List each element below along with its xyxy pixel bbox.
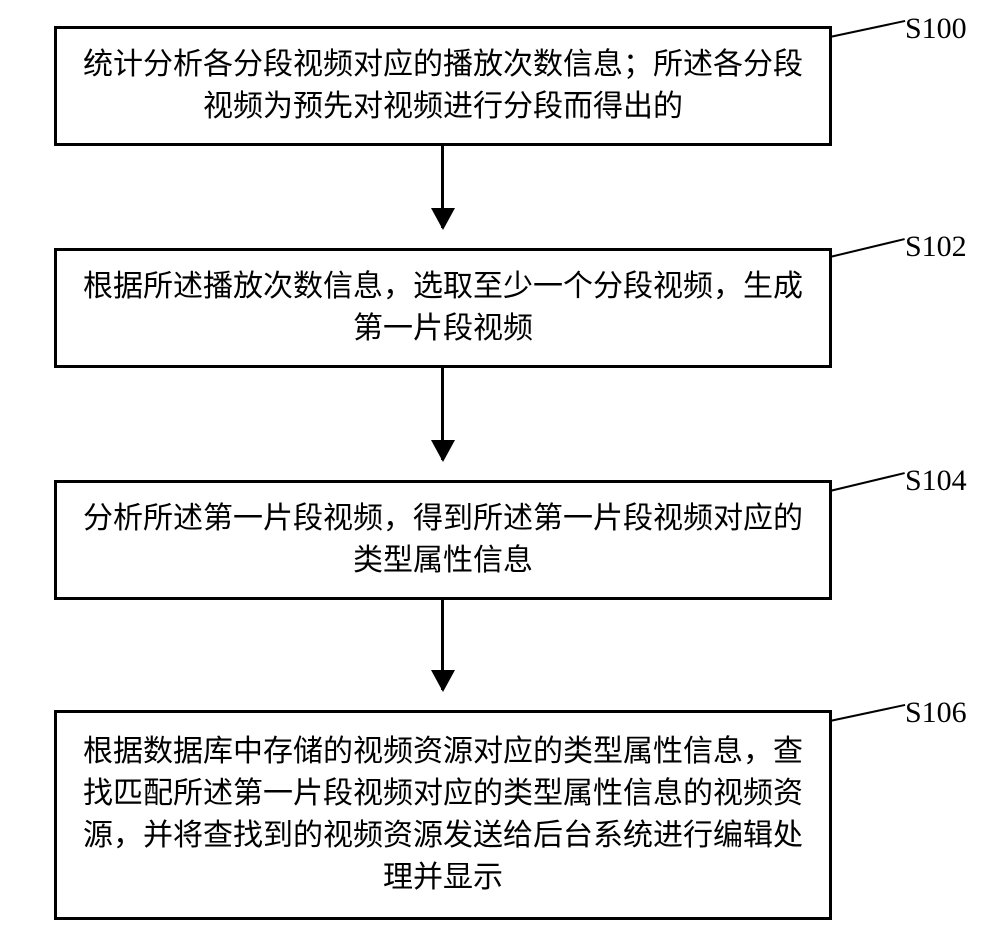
step-label-l104: S104 <box>905 464 967 498</box>
arrow-a3 <box>441 600 444 690</box>
flow-node-n104: 分析所述第一片段视频，得到所述第一片段视频对应的类型属性信息 <box>54 480 832 600</box>
step-label-l102: S102 <box>905 230 967 264</box>
flow-node-text-n104: 分析所述第一片段视频，得到所述第一片段视频对应的类型属性信息 <box>73 498 813 582</box>
leader-line-l102 <box>830 238 905 258</box>
flow-node-text-n100: 统计分析各分段视频对应的播放次数信息；所述各分段视频为预先对视频进行分段而得出的 <box>73 44 813 128</box>
leader-line-l100 <box>830 20 905 38</box>
step-label-l106: S106 <box>905 696 967 730</box>
flow-node-n102: 根据所述播放次数信息，选取至少一个分段视频，生成第一片段视频 <box>54 248 832 368</box>
arrow-a2 <box>441 368 444 460</box>
flowchart-container: 统计分析各分段视频对应的播放次数信息；所述各分段视频为预先对视频进行分段而得出的… <box>0 0 1000 952</box>
flow-node-n106: 根据数据库中存储的视频资源对应的类型属性信息，查找匹配所述第一片段视频对应的类型… <box>54 710 832 920</box>
flow-node-text-n106: 根据数据库中存储的视频资源对应的类型属性信息，查找匹配所述第一片段视频对应的类型… <box>73 731 813 899</box>
step-label-l100: S100 <box>905 12 967 46</box>
arrow-a1 <box>441 146 444 228</box>
leader-line-l106 <box>830 704 905 722</box>
flow-node-n100: 统计分析各分段视频对应的播放次数信息；所述各分段视频为预先对视频进行分段而得出的 <box>54 26 832 146</box>
flow-node-text-n102: 根据所述播放次数信息，选取至少一个分段视频，生成第一片段视频 <box>73 266 813 350</box>
leader-line-l104 <box>830 472 905 492</box>
